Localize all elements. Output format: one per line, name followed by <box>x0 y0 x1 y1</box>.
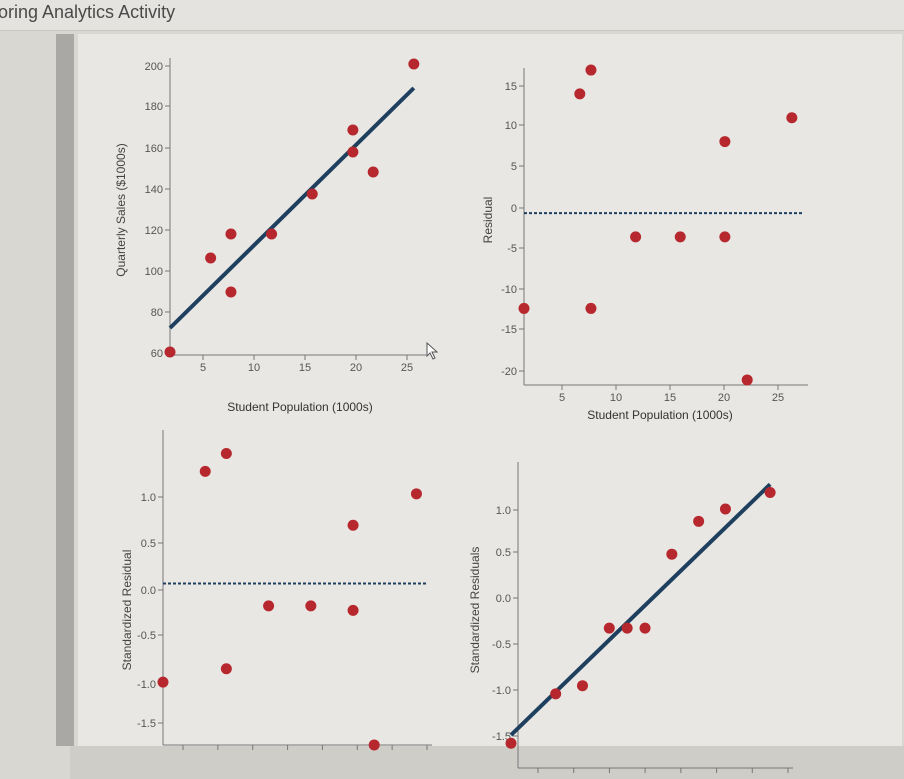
chart4-data-point <box>576 680 588 692</box>
chart1-data-point <box>306 188 318 200</box>
chart3-data-point <box>157 676 169 688</box>
chart1-ytick-label: 200 <box>145 61 163 73</box>
chart2-ytick-label: 5 <box>511 161 517 173</box>
chart4-data-point <box>666 548 678 560</box>
chart1-ytick-label: 60 <box>151 348 163 360</box>
chart1-data-point <box>266 228 278 240</box>
chart4-ytick-label: 0.0 <box>496 593 511 605</box>
chart4-data-point <box>693 515 705 527</box>
chart1-data-point <box>205 252 217 264</box>
chart3-data-point <box>220 447 232 459</box>
chart1-ytick-label: 140 <box>145 184 163 196</box>
chart2-data-point <box>786 112 798 124</box>
chart2-data-point <box>585 64 597 76</box>
chart2-data-point <box>741 374 753 386</box>
chart1-data-point <box>225 228 237 240</box>
chart1-xtick-label: 15 <box>299 362 311 374</box>
chart2-ytick-label: 15 <box>505 81 517 93</box>
chart1-xtick-label: 10 <box>248 362 260 374</box>
chart4-ylabel: Standardized Residuals <box>468 547 482 674</box>
chart1-data-point <box>347 146 359 158</box>
chart2-data-point <box>518 302 530 314</box>
chart4-regression-line <box>509 482 772 737</box>
chart1-xtick-label: 5 <box>200 362 206 374</box>
chart3-data-point <box>220 663 232 675</box>
mouse-cursor-icon <box>426 341 439 360</box>
chart3-data-point <box>368 739 380 751</box>
chart4-data-point <box>621 622 633 634</box>
chart2-data-point <box>574 88 586 100</box>
chart3-ytick-label: -0.5 <box>137 630 156 642</box>
window-title: oring Analytics Activity <box>0 2 176 22</box>
chart2-xlabel: Student Population (1000s) <box>587 408 732 422</box>
chart1-data-point <box>164 346 176 358</box>
window-titlebar: oring Analytics Activity <box>0 0 904 31</box>
chart1-data-point <box>347 124 359 136</box>
chart3-ylabel: Standardized Residual <box>120 550 134 671</box>
chart3-data-point <box>263 600 275 612</box>
chart2-data-point <box>719 136 731 148</box>
chart2-ytick-label: 0 <box>511 203 517 215</box>
chart3-ytick-label: 0.5 <box>141 538 156 550</box>
chart2-xtick-label: 10 <box>610 392 622 404</box>
chart-panel <box>78 34 902 779</box>
chart2-ytick-label: -15 <box>501 324 517 336</box>
chart2-xtick-label: 15 <box>664 392 676 404</box>
chart3-data-point <box>347 604 359 616</box>
bottom-strip <box>70 746 904 779</box>
chart1-ylabel: Quarterly Sales ($1000s) <box>114 143 128 276</box>
chart4-ytick-label: 1.0 <box>496 505 511 517</box>
chart3-data-point <box>199 465 211 477</box>
chart1-xlabel: Student Population (1000s) <box>227 400 372 414</box>
chart4-data-point <box>505 737 517 749</box>
chart2-xtick-label: 20 <box>718 392 730 404</box>
chart2-ytick-label: -20 <box>501 366 517 378</box>
chart1-ytick-label: 180 <box>145 101 163 113</box>
chart4-data-point <box>550 688 562 700</box>
chart1-xtick-label: 25 <box>401 362 413 374</box>
chart2-ytick-label: -10 <box>501 284 517 296</box>
chart4-ytick-label: -1.5 <box>492 731 511 743</box>
chart4-ytick-label: 0.5 <box>496 547 511 559</box>
chart1-ytick-label: 100 <box>145 266 163 278</box>
chart2-xtick-label: 25 <box>772 392 784 404</box>
chart4-data-point <box>764 487 776 499</box>
scrollbar-left[interactable] <box>56 34 74 746</box>
chart3-data-point <box>410 488 422 500</box>
chart3-data-point <box>347 519 359 531</box>
chart4-ytick-label: -0.5 <box>492 639 511 651</box>
chart2-data-point <box>719 231 731 243</box>
chart4-data-point <box>603 622 615 634</box>
chart2-data-point <box>674 231 686 243</box>
chart1-data-point <box>225 286 237 298</box>
chart3-ytick-label: -1.5 <box>137 718 156 730</box>
chart1-ytick-label: 80 <box>151 307 163 319</box>
chart1-xtick-label: 20 <box>350 362 362 374</box>
chart1-ytick-label: 160 <box>145 143 163 155</box>
chart3-data-point <box>305 600 317 612</box>
chart2-ytick-label: -5 <box>507 243 517 255</box>
chart4-data-point <box>719 503 731 515</box>
chart3-ytick-label: 0.0 <box>141 585 156 597</box>
chart2-ytick-label: 10 <box>505 120 517 132</box>
chart2-data-point <box>630 231 642 243</box>
chart1-data-point <box>367 166 379 178</box>
chart1-data-point <box>408 58 420 70</box>
chart2-xtick-label: 5 <box>559 392 565 404</box>
chart3-ytick-label: -1.0 <box>137 679 156 691</box>
chart1-regression-line <box>168 86 416 330</box>
chart2-ylabel: Residual <box>481 197 495 244</box>
chart1-ytick-label: 120 <box>145 225 163 237</box>
chart4-ytick-label: -1.0 <box>492 685 511 697</box>
chart3-ytick-label: 1.0 <box>141 492 156 504</box>
chart4-data-point <box>639 622 651 634</box>
chart2-data-point <box>585 302 597 314</box>
